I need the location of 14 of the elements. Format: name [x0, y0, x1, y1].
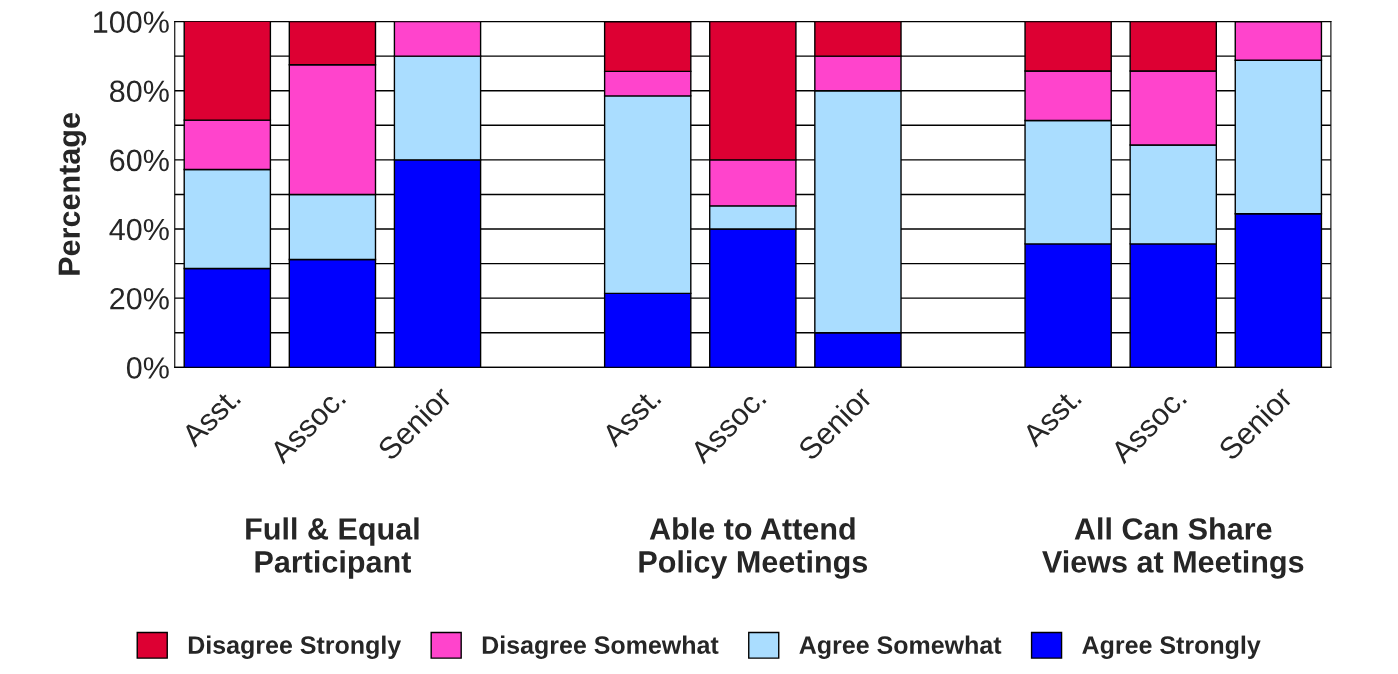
y-tick-label: 80% [110, 80, 169, 103]
y-tick-label: 0% [126, 357, 169, 379]
text: All Can Share Views at Meetings [1042, 517, 1304, 579]
legend-label: Agree Strongly [1082, 635, 1261, 659]
legend-label: Disagree Somewhat [482, 635, 719, 659]
y-tick-label: 100% [94, 11, 169, 33]
legend-label: Disagree Strongly [188, 635, 402, 659]
y-tick-label: 60% [110, 149, 169, 172]
text: Able to Attend Policy Meetings [639, 517, 868, 579]
legend-label: Agree Somewhat [799, 635, 1002, 659]
y-tick-label: 20% [110, 287, 169, 310]
y-tick-label: 40% [109, 218, 169, 241]
y-axis-title: Percentage [58, 113, 87, 275]
text: Full & Equal Participant [246, 517, 419, 579]
